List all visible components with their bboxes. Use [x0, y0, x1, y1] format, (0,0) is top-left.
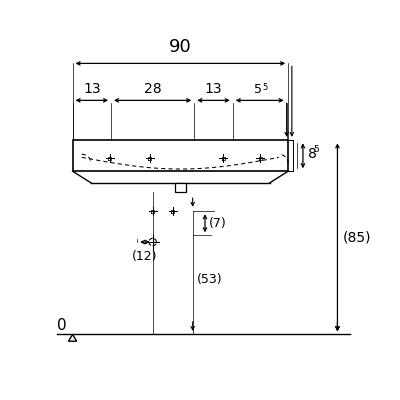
Text: 13: 13 [83, 82, 101, 96]
Bar [72, 140, 288, 171]
Text: 8: 8 [308, 147, 317, 161]
Text: 0: 0 [57, 318, 66, 333]
Text: (12): (12) [132, 250, 158, 263]
Text: 28: 28 [144, 82, 162, 96]
Text: (85): (85) [343, 230, 372, 244]
Bar [175, 183, 186, 192]
Text: 5: 5 [262, 83, 268, 92]
Text: 13: 13 [205, 82, 222, 96]
Text: 90: 90 [169, 38, 192, 56]
Text: (53): (53) [196, 272, 222, 286]
Text: 5: 5 [313, 145, 318, 154]
Text: 5: 5 [254, 83, 262, 96]
Text: (7): (7) [209, 217, 226, 230]
